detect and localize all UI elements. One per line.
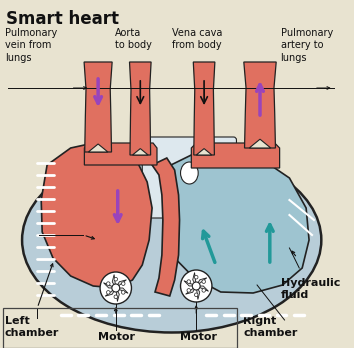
Circle shape [107, 282, 110, 285]
Circle shape [192, 282, 200, 290]
Polygon shape [130, 62, 151, 155]
Polygon shape [193, 62, 215, 155]
Text: Aorta
to body: Aorta to body [115, 28, 152, 50]
Circle shape [107, 291, 110, 294]
Circle shape [194, 293, 198, 296]
Circle shape [202, 280, 205, 283]
Circle shape [187, 288, 190, 292]
Polygon shape [196, 149, 212, 155]
Polygon shape [152, 158, 179, 296]
Polygon shape [103, 283, 116, 288]
Polygon shape [249, 139, 271, 148]
Text: Vena cava
from body: Vena cava from body [172, 28, 222, 50]
Polygon shape [105, 288, 116, 296]
Polygon shape [191, 143, 280, 168]
Text: Pulmonary
artery to
lungs: Pulmonary artery to lungs [281, 28, 333, 63]
Polygon shape [112, 275, 116, 288]
Text: Motor: Motor [179, 332, 217, 342]
Circle shape [121, 291, 125, 294]
Polygon shape [84, 143, 157, 165]
Text: Left
chamber: Left chamber [5, 316, 59, 338]
Circle shape [114, 277, 118, 281]
Text: Smart heart: Smart heart [6, 10, 119, 28]
Polygon shape [116, 280, 126, 288]
Polygon shape [196, 278, 207, 286]
Polygon shape [193, 272, 196, 286]
Text: Right
chamber: Right chamber [243, 316, 298, 338]
Text: Motor: Motor [98, 332, 135, 342]
Ellipse shape [22, 148, 321, 332]
Circle shape [100, 272, 131, 304]
Circle shape [187, 280, 190, 283]
Polygon shape [196, 286, 209, 291]
Polygon shape [132, 149, 148, 155]
FancyBboxPatch shape [142, 137, 236, 218]
Polygon shape [41, 142, 152, 288]
Polygon shape [244, 62, 276, 148]
Circle shape [181, 270, 212, 302]
Polygon shape [165, 150, 309, 293]
Polygon shape [84, 62, 112, 152]
Polygon shape [88, 144, 108, 152]
Polygon shape [185, 286, 196, 294]
Circle shape [114, 295, 118, 299]
Polygon shape [116, 288, 128, 293]
Polygon shape [116, 288, 119, 301]
Polygon shape [184, 281, 196, 286]
Circle shape [194, 275, 198, 279]
Text: Hydraulic
fluid: Hydraulic fluid [281, 278, 340, 300]
Circle shape [202, 288, 205, 292]
Ellipse shape [181, 162, 198, 184]
Circle shape [121, 282, 125, 285]
Polygon shape [196, 286, 200, 300]
Text: Pulmonary
vein from
lungs: Pulmonary vein from lungs [5, 28, 57, 63]
Circle shape [112, 284, 120, 292]
